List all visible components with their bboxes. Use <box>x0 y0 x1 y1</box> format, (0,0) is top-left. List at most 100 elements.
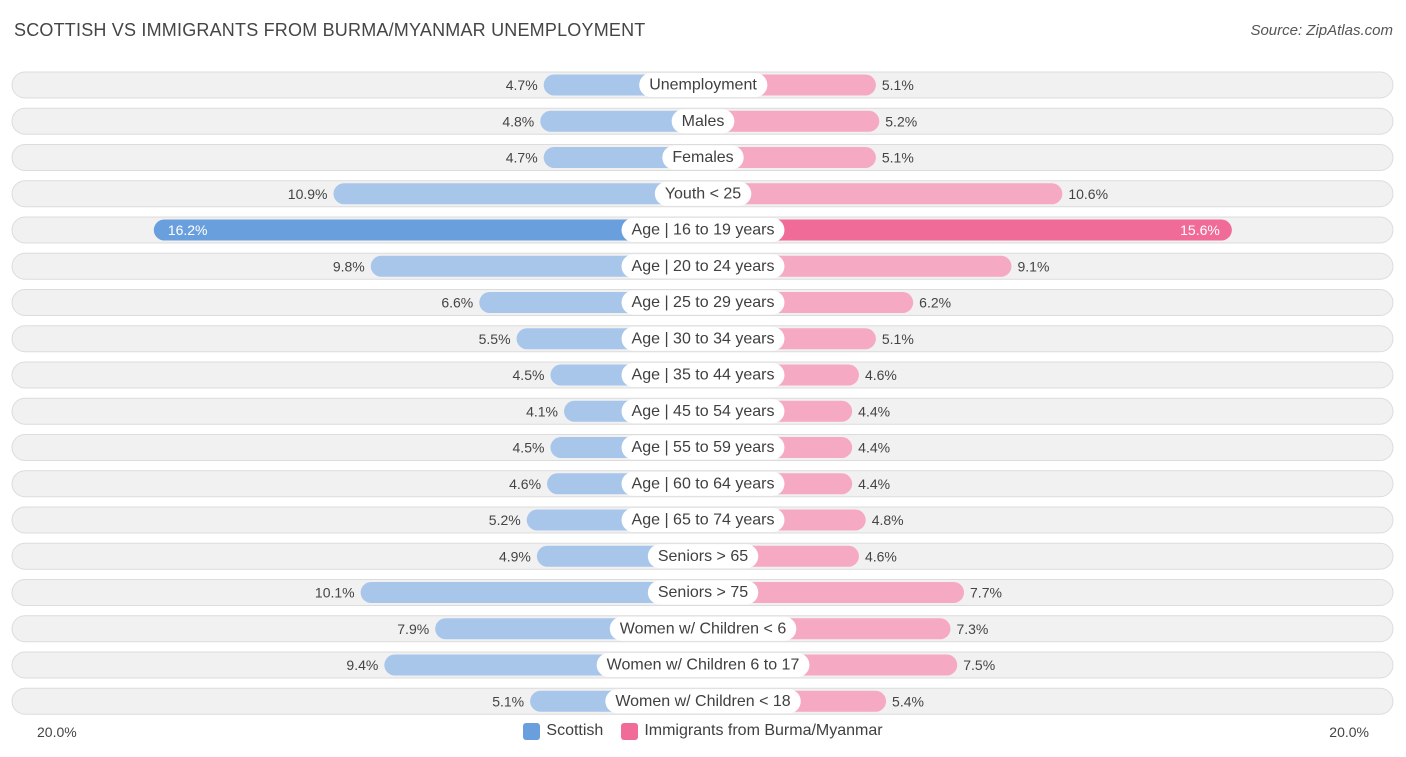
value-label-scottish: 9.4% <box>346 657 378 673</box>
legend: Scottish Immigrants from Burma/Myanmar <box>0 722 1406 740</box>
value-label-scottish: 4.5% <box>513 440 545 456</box>
category-pill <box>621 399 785 424</box>
chart-row: Age | 65 to 74 years 5.2% 4.8% <box>11 506 1394 534</box>
category-label: Seniors > 65 <box>658 548 748 565</box>
category-pill <box>621 471 785 496</box>
category-pill <box>621 508 785 532</box>
value-label-immigrants: 5.1% <box>882 331 914 347</box>
chart-row: Women w/ Children < 6 7.9% 7.3% <box>11 615 1394 643</box>
value-label-immigrants: 6.2% <box>919 295 951 311</box>
category-label: Males <box>682 113 725 130</box>
value-label-immigrants: 4.4% <box>858 440 890 456</box>
value-label-scottish: 16.2% <box>168 222 208 238</box>
value-label-immigrants: 5.1% <box>882 77 914 93</box>
bar-scottish[interactable] <box>540 110 703 132</box>
value-label-immigrants: 15.6% <box>1180 222 1220 238</box>
category-label: Age | 35 to 44 years <box>632 367 775 384</box>
value-label-scottish: 5.2% <box>489 512 521 528</box>
category-label: Age | 16 to 19 years <box>632 222 775 239</box>
value-label-immigrants: 4.4% <box>858 403 890 419</box>
category-label: Age | 25 to 29 years <box>632 294 775 311</box>
category-label: Age | 60 to 64 years <box>632 475 775 492</box>
value-label-scottish: 9.8% <box>333 258 365 274</box>
value-label-scottish: 4.8% <box>502 113 534 129</box>
legend-label-immigrants: Immigrants from Burma/Myanmar <box>644 722 883 739</box>
chart-row: Age | 16 to 19 years 16.2% 15.6% <box>11 216 1394 244</box>
bar-immigrants[interactable] <box>703 219 1232 241</box>
chart-row: Seniors > 65 4.9% 4.6% <box>11 542 1394 570</box>
category-label: Seniors > 75 <box>658 584 748 601</box>
category-label: Age | 45 to 54 years <box>632 403 775 420</box>
chart-row: Youth < 25 10.9% 10.6% <box>11 180 1394 208</box>
value-label-immigrants: 7.7% <box>970 585 1002 601</box>
category-pill <box>671 109 735 134</box>
category-pill <box>621 435 785 460</box>
legend-label-scottish: Scottish <box>546 722 604 739</box>
category-pill <box>609 616 797 641</box>
category-label: Youth < 25 <box>665 185 741 202</box>
value-label-scottish: 6.6% <box>441 295 473 311</box>
category-label: Women w/ Children < 18 <box>615 693 790 710</box>
legend-swatch-scottish <box>523 722 541 740</box>
category-label: Unemployment <box>649 77 757 94</box>
category-pill <box>621 363 785 387</box>
value-label-immigrants: 5.2% <box>885 113 917 129</box>
bar-immigrants[interactable] <box>703 110 880 132</box>
bar-scottish[interactable] <box>360 582 703 603</box>
category-label: Women w/ Children 6 to 17 <box>607 657 800 674</box>
chart-row: Age | 60 to 64 years 4.6% 4.4% <box>11 470 1394 498</box>
value-label-immigrants: 5.4% <box>892 693 924 709</box>
value-label-immigrants: 7.3% <box>956 621 988 637</box>
category-pill <box>662 145 744 170</box>
chart-row: Unemployment 4.7% 5.1% <box>11 71 1394 99</box>
value-label-scottish: 5.5% <box>479 331 511 347</box>
category-label: Women w/ Children < 6 <box>620 620 787 637</box>
source-label: Source: ZipAtlas.com <box>1250 22 1393 39</box>
value-label-immigrants: 10.6% <box>1068 186 1108 202</box>
bar-scottish[interactable] <box>333 183 703 205</box>
category-pill <box>647 580 759 605</box>
legend-swatch-immigrants <box>621 722 639 740</box>
chart-row: Age | 45 to 54 years 4.1% 4.4% <box>11 397 1394 425</box>
category-pill <box>605 689 801 714</box>
category-pill <box>647 544 759 569</box>
axis-right-label: 20.0% <box>1329 724 1369 740</box>
value-label-immigrants: 4.6% <box>865 367 897 383</box>
legend-item-immigrants[interactable]: Immigrants from Burma/Myanmar <box>621 722 883 740</box>
bar-scottish[interactable] <box>543 147 703 168</box>
value-label-scottish: 7.9% <box>397 621 429 637</box>
category-pill <box>654 181 752 206</box>
bar-scottish[interactable] <box>370 255 703 277</box>
value-label-scottish: 4.6% <box>509 476 541 492</box>
chart-row: Males 4.8% 5.2% <box>11 107 1394 135</box>
chart-row: Seniors > 75 10.1% 7.7% <box>11 579 1394 606</box>
category-label: Age | 20 to 24 years <box>632 258 775 275</box>
value-label-immigrants: 4.6% <box>865 548 897 564</box>
value-label-immigrants: 9.1% <box>1017 258 1049 274</box>
category-label: Age | 65 to 74 years <box>632 512 775 529</box>
category-pill <box>621 290 785 315</box>
bar-scottish[interactable] <box>153 219 703 241</box>
axis-left-label: 20.0% <box>37 724 77 740</box>
chart-row: Women w/ Children 6 to 17 9.4% 7.5% <box>11 651 1394 679</box>
category-label: Females <box>672 149 733 166</box>
value-label-scottish: 4.5% <box>513 367 545 383</box>
bar-immigrants[interactable] <box>703 183 1063 205</box>
value-label-scottish: 4.7% <box>506 77 538 93</box>
bar-immigrants[interactable] <box>703 582 965 603</box>
chart-row: Age | 25 to 29 years 6.6% 6.2% <box>11 289 1394 316</box>
value-label-immigrants: 4.8% <box>872 512 904 528</box>
legend-item-scottish[interactable]: Scottish <box>523 722 603 740</box>
category-pill <box>621 326 785 351</box>
value-label-immigrants: 5.1% <box>882 150 914 166</box>
chart-row: Women w/ Children < 18 5.1% 5.4% <box>11 687 1394 715</box>
value-label-scottish: 5.1% <box>492 693 524 709</box>
bar-immigrants[interactable] <box>703 147 876 168</box>
chart-row: Age | 35 to 44 years 4.5% 4.6% <box>11 361 1394 389</box>
value-label-immigrants: 4.4% <box>858 476 890 492</box>
category-label: Age | 55 to 59 years <box>632 439 775 456</box>
chart-row: Age | 30 to 34 years 5.5% 5.1% <box>11 325 1394 353</box>
chart-row: Females 4.7% 5.1% <box>11 144 1394 171</box>
value-label-scottish: 4.7% <box>506 150 538 166</box>
